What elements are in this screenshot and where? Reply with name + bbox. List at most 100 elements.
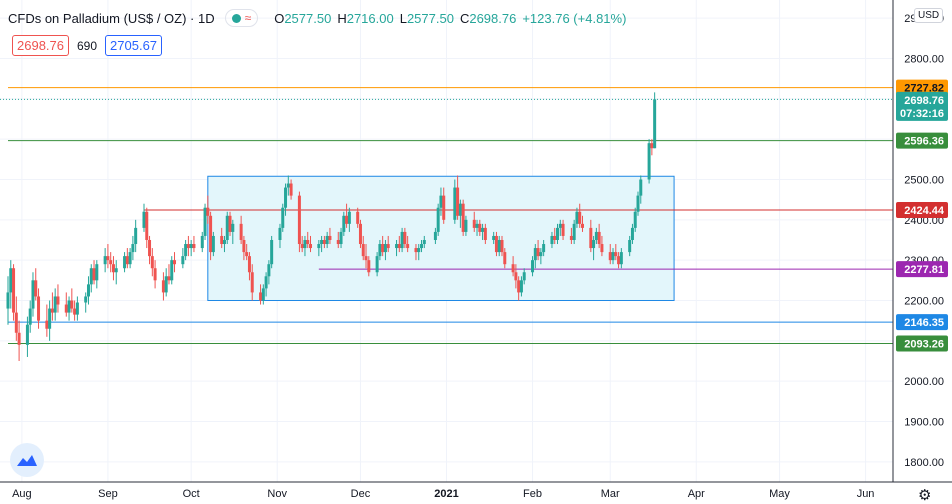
candle[interactable] [111,256,115,281]
candle[interactable] [220,227,224,249]
candle[interactable] [184,239,188,261]
candle[interactable] [569,227,573,245]
candle[interactable] [134,219,138,253]
candle[interactable] [131,235,135,261]
candle[interactable] [320,235,324,253]
candle[interactable] [306,231,310,249]
candle[interactable] [225,211,229,245]
candle[interactable] [619,248,623,269]
candle[interactable] [173,252,177,273]
candle[interactable] [406,235,410,253]
candle[interactable] [239,215,243,245]
horizontal-levels[interactable] [8,87,893,345]
candle[interactable] [150,248,154,277]
candle[interactable] [67,296,71,321]
candle[interactable] [259,284,263,305]
candle[interactable] [456,175,460,220]
candle[interactable] [278,223,282,249]
symbol-title[interactable]: CFDs on Palladium (US$ / OZ) · 1D [8,10,215,26]
candle[interactable] [303,235,307,257]
candle[interactable] [553,227,557,245]
candle[interactable] [458,199,462,228]
candle[interactable] [53,288,57,321]
settings-gear-icon[interactable]: ⚙ [918,487,932,504]
candle[interactable] [86,276,90,305]
tradingview-logo-icon[interactable] [10,443,44,477]
candle[interactable] [361,235,365,261]
candle[interactable] [206,195,210,224]
candle[interactable] [339,227,343,249]
candle[interactable] [492,231,496,245]
candle[interactable] [464,215,468,236]
candle[interactable] [106,244,110,269]
candle[interactable] [289,179,293,200]
candle[interactable] [556,223,560,245]
buy-price-button[interactable]: 2705.67 [105,35,163,56]
candle[interactable] [245,244,249,261]
candle[interactable] [475,219,479,236]
candle[interactable] [594,227,598,245]
candle[interactable] [580,215,584,232]
candle[interactable] [639,175,643,204]
candle[interactable] [167,264,171,285]
candle[interactable] [536,239,540,261]
candle[interactable] [417,244,421,261]
candle[interactable] [400,227,404,253]
time-axis-labels[interactable]: Aug Sep Oct Nov Dec 2021 Feb Mar Apr May Jun [12,488,874,500]
candle[interactable] [630,223,634,245]
candle[interactable] [511,256,515,277]
candle[interactable] [84,292,88,313]
candle[interactable] [572,219,576,245]
candle[interactable] [558,219,562,236]
candle[interactable] [494,231,498,257]
candle[interactable] [578,203,582,228]
candle[interactable] [478,219,482,236]
candle[interactable] [403,227,407,249]
candle[interactable] [70,288,74,313]
candle[interactable] [170,256,174,285]
candle[interactable] [514,264,518,289]
candle[interactable] [597,223,601,249]
candle[interactable] [261,284,265,305]
candle[interactable] [161,272,165,301]
candle[interactable] [114,260,118,285]
candle[interactable] [309,235,313,253]
candle[interactable] [25,316,29,357]
candle[interactable] [378,239,382,261]
candle[interactable] [45,304,49,337]
candle[interactable] [628,235,632,257]
candle[interactable] [222,235,226,253]
candle[interactable] [264,272,268,297]
candle[interactable] [531,256,535,277]
candle[interactable] [6,276,10,325]
candle[interactable] [123,252,127,273]
candle[interactable] [439,187,443,216]
candle[interactable] [367,256,371,277]
candle[interactable] [395,239,399,257]
sell-price-button[interactable]: 2698.76 [12,35,69,56]
candle[interactable] [92,260,96,285]
candle[interactable] [12,264,16,321]
candle[interactable] [250,264,254,301]
candle[interactable] [617,252,621,269]
candle[interactable] [453,179,457,224]
candle[interactable] [125,248,129,269]
candle[interactable] [270,235,274,269]
candle[interactable] [442,187,446,224]
candle[interactable] [142,203,146,232]
candle[interactable] [472,211,476,232]
candle[interactable] [589,219,593,253]
candle[interactable] [517,276,521,301]
candle[interactable] [381,235,385,257]
candle[interactable] [181,248,185,269]
candle[interactable] [200,231,204,253]
candle[interactable] [636,191,640,216]
candle[interactable] [422,235,426,249]
candle[interactable] [420,239,424,253]
candle[interactable] [73,300,77,321]
candle[interactable] [75,296,79,321]
candle[interactable] [164,268,168,297]
candlestick-series[interactable] [6,92,657,361]
candle[interactable] [28,300,32,333]
